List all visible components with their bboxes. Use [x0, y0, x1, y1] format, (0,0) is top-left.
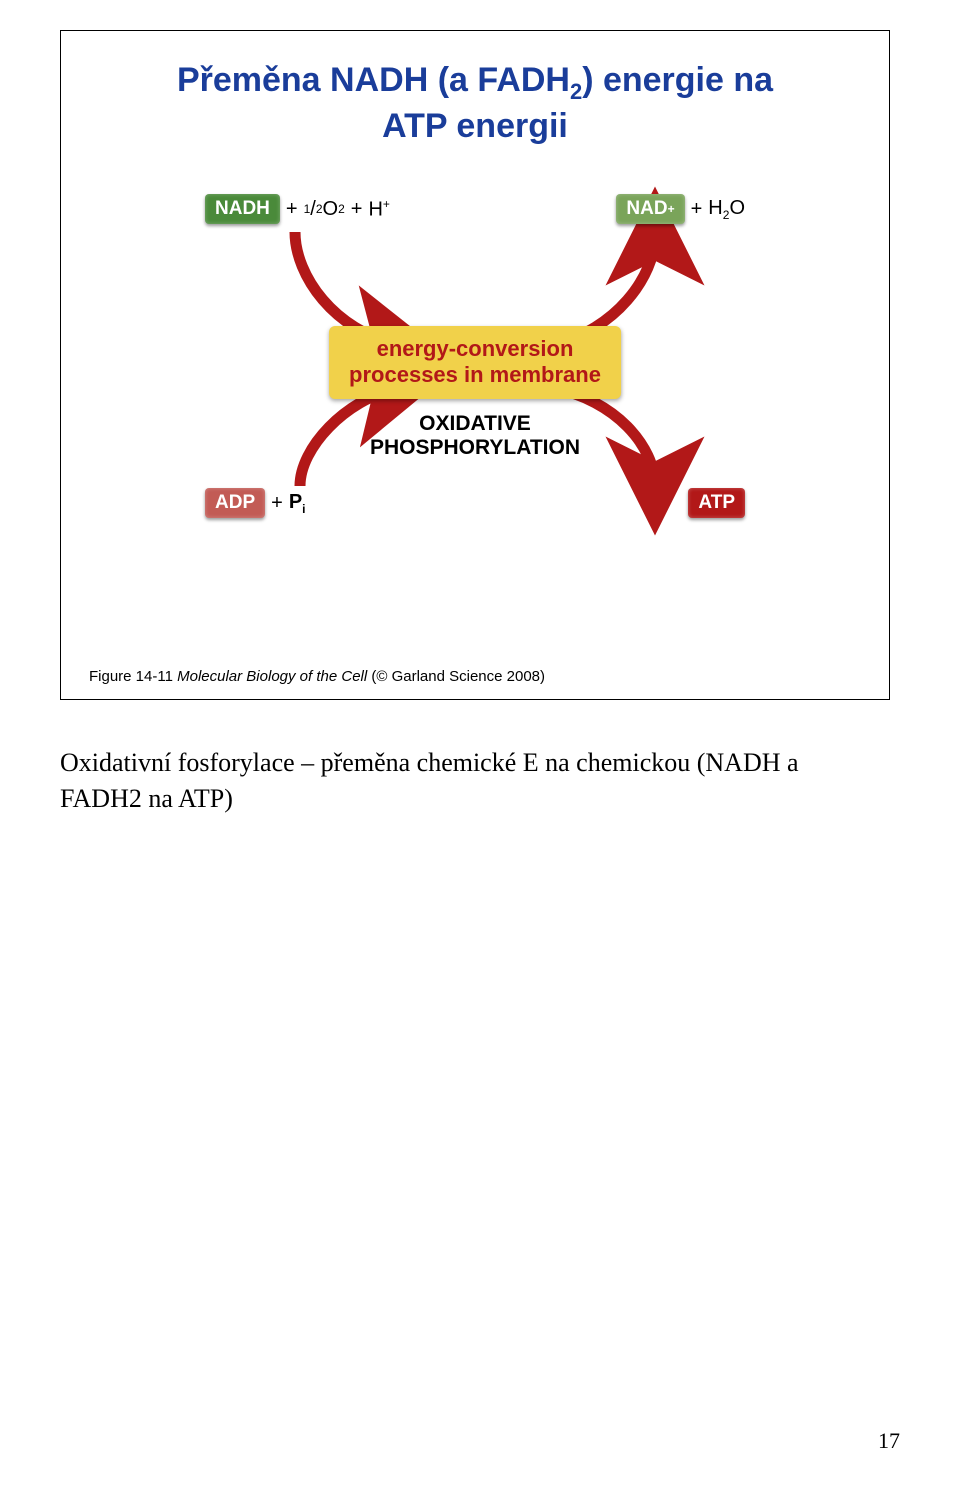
center-box: energy-conversion processes in membrane: [329, 326, 621, 399]
bottom-row: ADP + Pi ATP: [205, 480, 745, 526]
title-part1: Přeměna NADH (a FADH: [177, 61, 570, 99]
top-equation-row: NADH + 1/2O2 + H+ NAD+ + H2O: [205, 186, 745, 232]
Hplus: +: [383, 197, 390, 211]
atp-side: ATP: [688, 488, 745, 518]
adp-side: ADP + Pi: [205, 488, 306, 518]
O: O: [729, 197, 745, 219]
h2o: H2O: [708, 197, 745, 222]
slide-title: Přeměna NADH (a FADH2) energie na ATP en…: [61, 59, 889, 148]
half-num: 1: [304, 202, 311, 216]
copyright: (© Garland Science 2008): [371, 668, 545, 685]
nadh-pill: NADH: [205, 194, 280, 224]
H: H: [368, 198, 382, 220]
title-line2: ATP energii: [382, 107, 568, 145]
h2: H: [708, 197, 722, 219]
ox-l2: PHOSPHORYLATION: [370, 436, 580, 459]
adp-pill: ADP: [205, 488, 265, 518]
o2-O: O: [323, 198, 339, 221]
plus-3: +: [691, 198, 703, 221]
oxphos-label: OXIDATIVE PHOSPHORYLATION: [370, 412, 580, 460]
Pi: Pi: [289, 491, 306, 516]
plus-b: +: [271, 492, 283, 515]
center-l2: processes in membrane: [349, 362, 601, 387]
products: NAD+ + H2O: [616, 194, 745, 224]
figure-caption: Figure 14-11 Molecular Biology of the Ce…: [89, 668, 545, 685]
half-den: 2: [316, 202, 323, 216]
nad-pill: NAD+: [616, 194, 684, 224]
body-text: Oxidativní fosforylace – přeměna chemick…: [60, 745, 880, 818]
diagram: NADH + 1/2O2 + H+ NAD+ + H2O: [205, 186, 745, 556]
nad-text: NAD: [626, 198, 667, 220]
i: i: [302, 502, 305, 516]
plus-2: +: [351, 198, 363, 221]
center-l1: energy-conversion: [377, 336, 574, 361]
H-plus: H+: [368, 197, 389, 222]
o2-2: 2: [338, 202, 345, 216]
reactants: NADH + 1/2O2 + H+: [205, 194, 390, 224]
plus-1: +: [286, 198, 298, 221]
title-part1b: ) energie na: [582, 61, 773, 99]
nad-plus: +: [668, 202, 675, 216]
ox-l1: OXIDATIVE: [419, 412, 531, 435]
book-title: Molecular Biology of the Cell: [177, 668, 371, 685]
atp-pill: ATP: [688, 488, 745, 518]
page-number: 17: [878, 1428, 900, 1454]
title-sub: 2: [570, 79, 582, 104]
slide-frame: Přeměna NADH (a FADH2) energie na ATP en…: [60, 30, 890, 700]
P: P: [289, 491, 302, 513]
fig-num: Figure 14-11: [89, 668, 173, 685]
half-o2: 1/2O2: [304, 198, 345, 221]
